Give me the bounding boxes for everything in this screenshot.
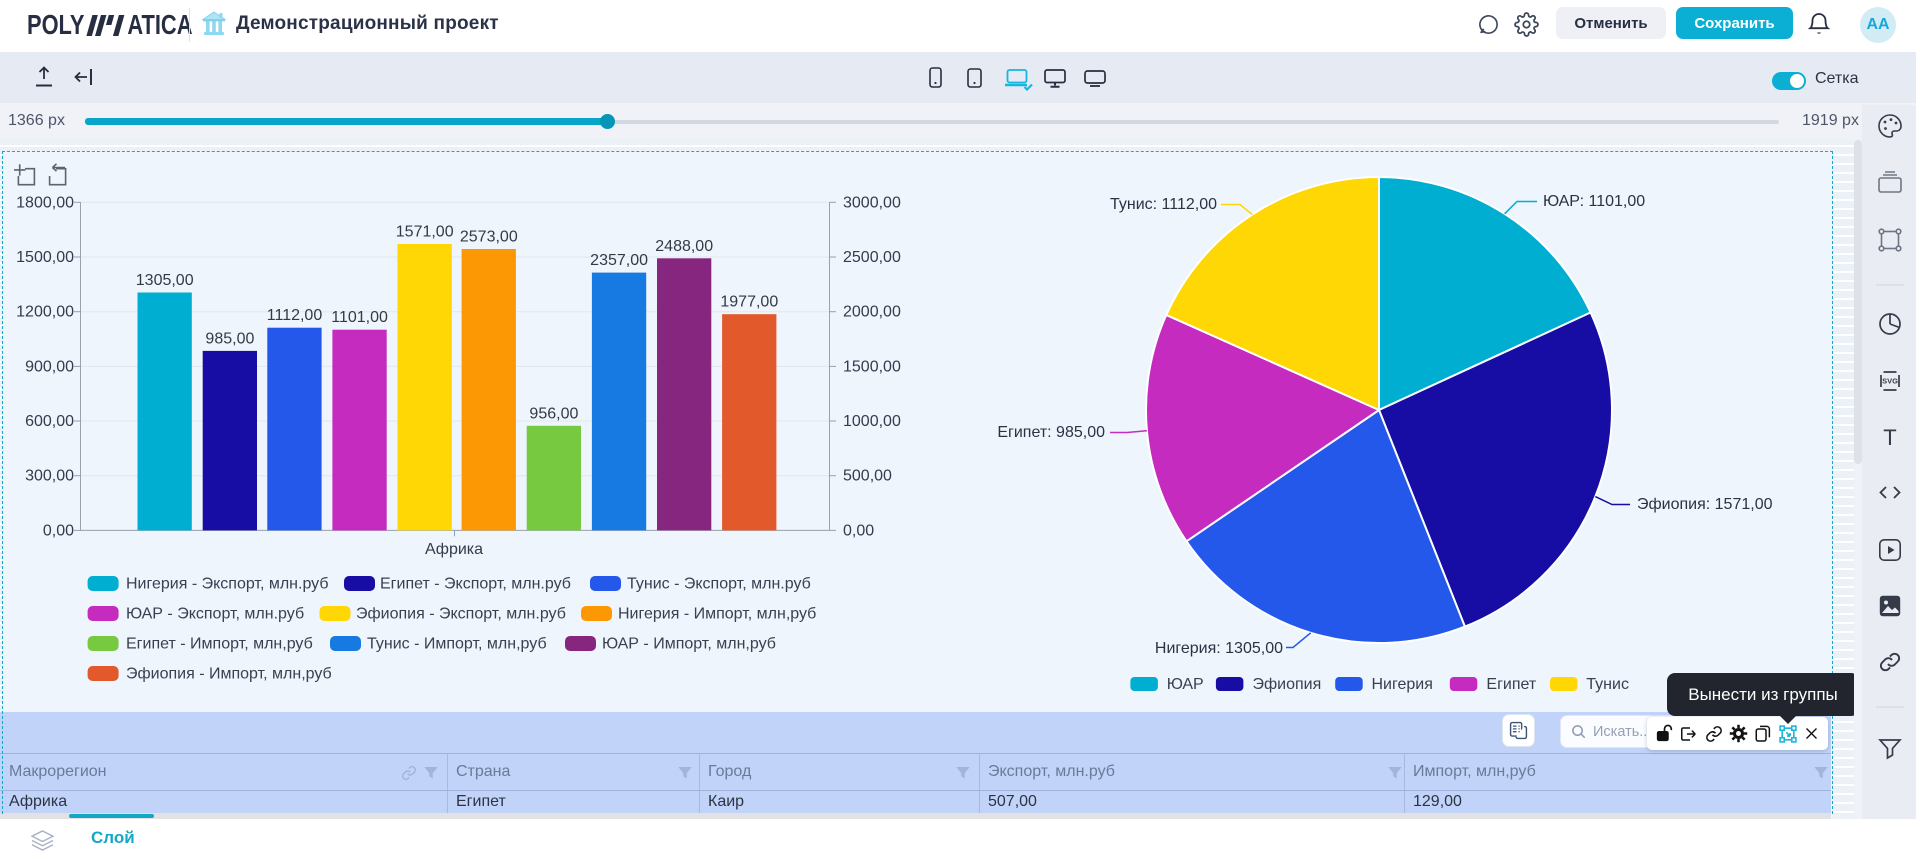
svg-text:T: T — [1883, 425, 1896, 450]
svg-text:SVG: SVG — [1882, 377, 1898, 386]
